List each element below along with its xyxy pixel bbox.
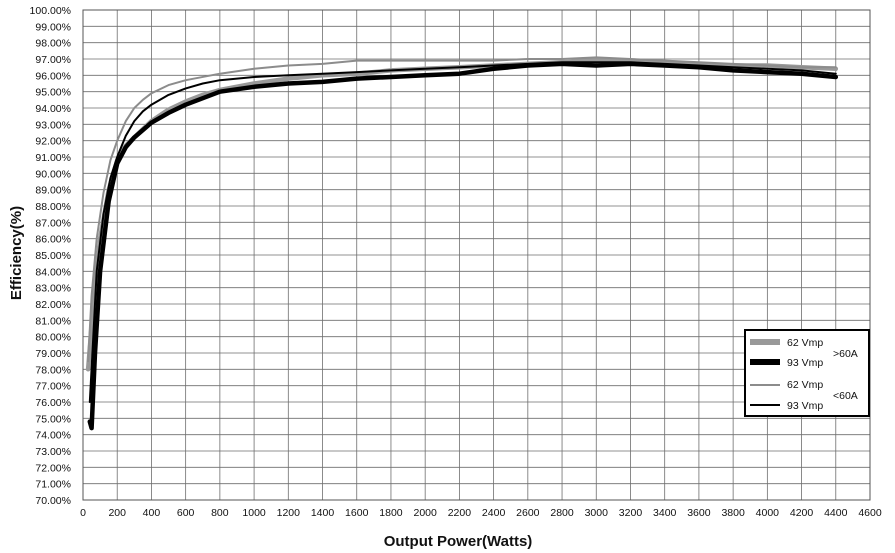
x-tick-label: 1600	[345, 507, 369, 519]
legend-label-4: 93 Vmp	[787, 400, 823, 412]
x-tick-label: 800	[211, 507, 229, 519]
y-tick-label: 77.00%	[35, 381, 71, 393]
x-tick-label: 0	[80, 507, 86, 519]
x-tick-label: 1800	[379, 507, 403, 519]
y-tick-label: 96.00%	[35, 70, 71, 82]
y-tick-label: 95.00%	[35, 87, 71, 99]
x-tick-label: 4600	[858, 507, 882, 519]
y-tick-label: 79.00%	[35, 348, 71, 360]
x-tick-label: 1000	[242, 507, 266, 519]
x-tick-label: 3000	[585, 507, 609, 519]
y-tick-label: 73.00%	[35, 446, 71, 458]
x-tick-label: 3400	[653, 507, 677, 519]
series-line-2	[87, 61, 839, 431]
y-tick-label: 76.00%	[35, 397, 71, 409]
y-tick-labels: 70.00% 71.00% 72.00% 73.00% 74.00% 75.00% 76.0…	[30, 5, 71, 507]
x-tick-label: 200	[108, 507, 126, 519]
legend-label-1: 62 Vmp	[787, 337, 823, 349]
y-tick-label: 83.00%	[35, 283, 71, 295]
y-tick-label: 75.00%	[35, 413, 71, 425]
legend-label-3: 62 Vmp	[787, 379, 823, 391]
x-tick-label: 4400	[824, 507, 848, 519]
y-tick-label: 92.00%	[35, 136, 71, 148]
x-tick-label: 3600	[687, 507, 711, 519]
y-tick-label: 84.00%	[35, 266, 71, 278]
series-line-1	[85, 58, 839, 372]
y-tick-label: 87.00%	[35, 217, 71, 229]
x-tick-label: 1400	[311, 507, 335, 519]
grid	[82, 9, 871, 501]
y-tick-label: 86.00%	[35, 234, 71, 246]
series-line-3	[87, 56, 837, 363]
x-axis-title: Output Power(Watts)	[384, 533, 533, 550]
y-tick-label: 100.00%	[30, 5, 71, 17]
legend: 62 Vmp 93 Vmp >60A 62 Vmp 93 Vmp <60A	[744, 329, 870, 417]
y-tick-label: 94.00%	[35, 103, 71, 115]
x-tick-labels: 0 200 400 600 800 1000 1200 1400 1600 1800 2000 220…	[80, 507, 882, 519]
x-tick-label: 1200	[277, 507, 301, 519]
x-tick-label: 4200	[790, 507, 814, 519]
x-tick-label: 2600	[516, 507, 540, 519]
x-tick-label: 4000	[756, 507, 780, 519]
x-tick-label: 3200	[619, 507, 643, 519]
y-tick-label: 81.00%	[35, 315, 71, 327]
y-tick-label: 85.00%	[35, 250, 71, 262]
y-tick-label: 91.00%	[35, 152, 71, 164]
x-tick-label: 600	[177, 507, 195, 519]
x-tick-label: 400	[143, 507, 161, 519]
y-tick-label: 72.00%	[35, 462, 71, 474]
series-line-4	[88, 61, 837, 403]
plot-frame	[82, 9, 871, 501]
x-tick-label: 2200	[448, 507, 472, 519]
x-tick-label: 2800	[550, 507, 574, 519]
y-tick-label: 88.00%	[35, 201, 71, 213]
x-tick-label: 2000	[413, 507, 437, 519]
y-tick-label: 74.00%	[35, 430, 71, 442]
x-tick-label: 3800	[721, 507, 745, 519]
legend-group-label-2: <60A	[833, 390, 858, 402]
y-tick-label: 99.00%	[35, 21, 71, 33]
y-tick-label: 89.00%	[35, 185, 71, 197]
y-tick-label: 97.00%	[35, 54, 71, 66]
y-axis-title: Efficiency(%)	[8, 206, 25, 300]
y-tick-label: 71.00%	[35, 479, 71, 491]
y-tick-label: 98.00%	[35, 38, 71, 50]
y-tick-label: 78.00%	[35, 364, 71, 376]
series-lines	[85, 56, 839, 431]
y-tick-label: 80.00%	[35, 332, 71, 344]
y-tick-label: 70.00%	[35, 495, 71, 507]
y-tick-label: 93.00%	[35, 119, 71, 131]
y-tick-label: 82.00%	[35, 299, 71, 311]
legend-label-2: 93 Vmp	[787, 357, 823, 369]
legend-group-label-1: >60A	[833, 348, 858, 360]
y-tick-label: 90.00%	[35, 168, 71, 180]
x-tick-label: 2400	[482, 507, 506, 519]
